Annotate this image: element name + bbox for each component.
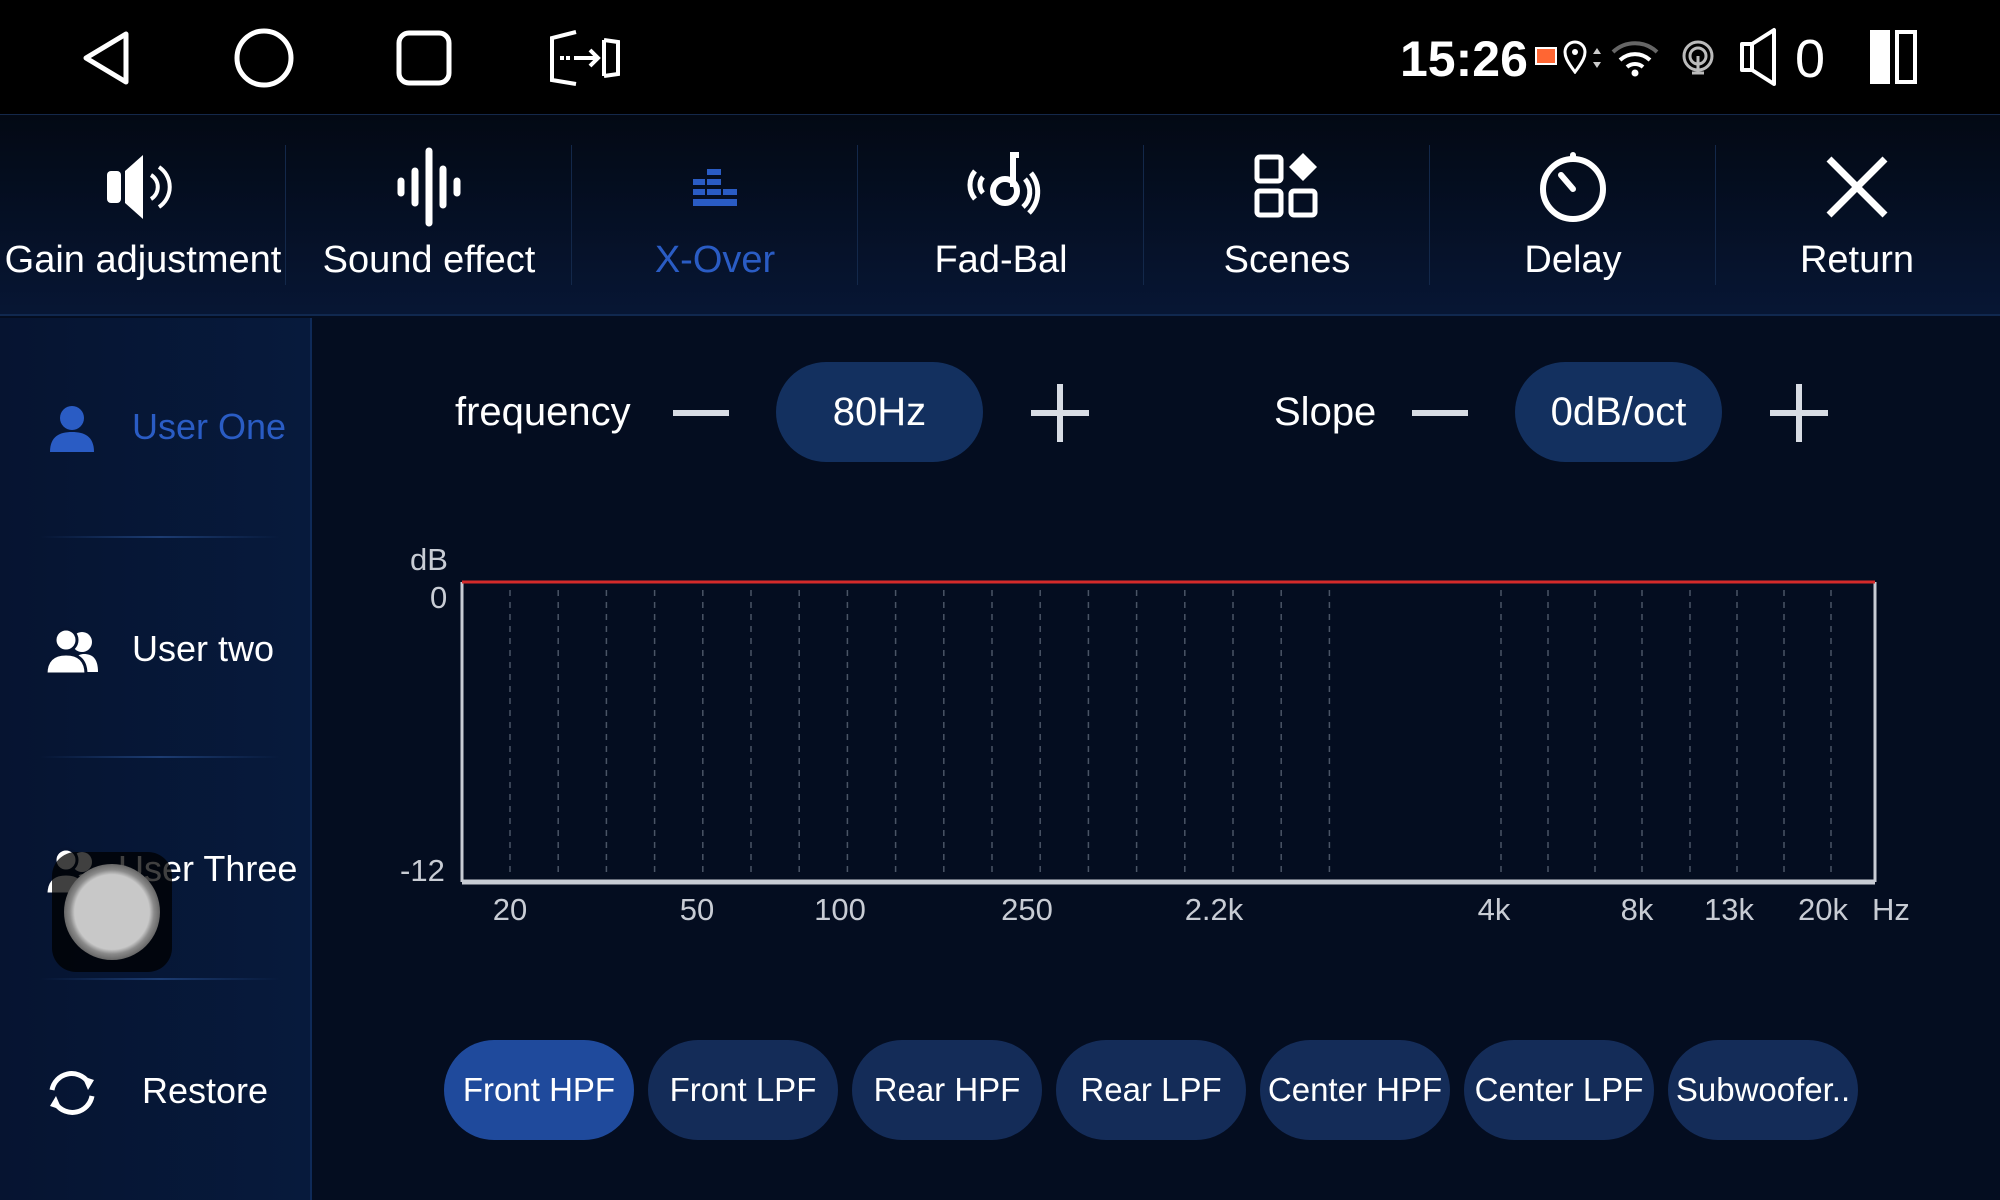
nav-gain-adjustment[interactable]: Gain adjustment bbox=[0, 115, 286, 315]
x-axis-unit: Hz bbox=[1872, 892, 1910, 927]
y-tick-label: -12 bbox=[400, 853, 445, 888]
slope-label: Slope bbox=[1274, 390, 1377, 434]
nav-label: Fad-Bal bbox=[934, 239, 1068, 281]
x-tick-label: 50 bbox=[679, 892, 715, 927]
sidebar-item-label: User One bbox=[132, 406, 287, 447]
frequency-decrease-button[interactable] bbox=[673, 410, 729, 416]
exit-split-icon[interactable] bbox=[546, 28, 624, 88]
frequency-value: 80Hz bbox=[776, 362, 983, 462]
x-tick-label: 250 bbox=[1001, 892, 1053, 927]
waveform-icon bbox=[397, 147, 461, 227]
scenes-grid-icon bbox=[1254, 153, 1318, 218]
filter-button-front-lpf[interactable]: Front LPF bbox=[648, 1040, 838, 1140]
filter-button-center-hpf[interactable]: Center HPF bbox=[1260, 1040, 1450, 1140]
clock: 15:26 bbox=[1400, 31, 1528, 87]
data-arrows-icon bbox=[1593, 48, 1601, 68]
cast-icon bbox=[1535, 47, 1557, 65]
nav-return[interactable]: Return bbox=[1714, 115, 2000, 315]
nav-fad-bal[interactable]: Fad-Bal bbox=[858, 115, 1144, 315]
assistive-touch-button[interactable] bbox=[52, 852, 172, 972]
speaker-volume-icon bbox=[107, 155, 172, 219]
nav-delay[interactable]: Delay bbox=[1430, 115, 1716, 315]
sidebar-item-label: Restore bbox=[142, 1070, 269, 1111]
slope-increase-button[interactable] bbox=[1770, 384, 1828, 442]
filter-button-center-lpf[interactable]: Center LPF bbox=[1464, 1040, 1654, 1140]
filter-button-front-hpf[interactable]: Front HPF bbox=[444, 1040, 634, 1140]
nav-label: Return bbox=[1799, 239, 1915, 281]
frequency-label: frequency bbox=[455, 390, 631, 434]
sidebar-item-user-one[interactable]: User One bbox=[0, 368, 312, 488]
top-nav: Gain adjustment Sound effect X-Over Fad-… bbox=[0, 114, 2000, 316]
y-tick-label: 0 bbox=[430, 580, 448, 615]
nav-label: X-Over bbox=[654, 239, 776, 281]
y-axis-label: dB bbox=[410, 542, 448, 577]
sidebar-item-label: User two bbox=[132, 628, 275, 669]
wifi-icon bbox=[1611, 41, 1659, 77]
users-icon bbox=[44, 627, 98, 676]
speaker-icon[interactable] bbox=[1738, 26, 1780, 88]
nav-scenes[interactable]: Scenes bbox=[1144, 115, 1430, 315]
recents-icon[interactable] bbox=[394, 28, 454, 88]
assistive-touch-icon bbox=[64, 864, 160, 960]
nav-label: Delay bbox=[1524, 239, 1622, 281]
x-tick-label: 20 bbox=[492, 892, 528, 927]
x-tick-label: 8k bbox=[1620, 892, 1654, 927]
x-tick-label: 2.2k bbox=[1184, 892, 1244, 927]
nav-label: Sound effect bbox=[322, 239, 536, 281]
back-icon[interactable] bbox=[76, 28, 136, 88]
sidebar-item-user-two[interactable]: User two bbox=[0, 590, 312, 710]
nav-x-over[interactable]: X-Over bbox=[572, 115, 858, 315]
nav-label: Gain adjustment bbox=[4, 239, 282, 281]
nav-label: Scenes bbox=[1223, 239, 1351, 281]
location-icon bbox=[1563, 40, 1587, 74]
slope-decrease-button[interactable] bbox=[1412, 410, 1468, 416]
fader-balance-icon bbox=[967, 152, 1041, 215]
volume-level: 0 bbox=[1795, 29, 1826, 89]
x-tick-label: 4k bbox=[1477, 892, 1511, 927]
frequency-increase-button[interactable] bbox=[1031, 384, 1089, 442]
close-icon bbox=[1826, 156, 1888, 218]
status-bar: 15:26 0 bbox=[0, 0, 2000, 114]
x-tick-label: 20k bbox=[1798, 892, 1848, 927]
crossover-bars-icon bbox=[693, 169, 737, 206]
x-tick-label: 13k bbox=[1704, 892, 1754, 927]
nav-sound-effect[interactable]: Sound effect bbox=[286, 115, 572, 315]
split-screen-icon[interactable] bbox=[1868, 28, 1918, 86]
home-icon[interactable] bbox=[232, 26, 296, 90]
timer-icon bbox=[1540, 152, 1606, 222]
slope-value: 0dB/oct bbox=[1515, 362, 1722, 462]
filter-button-rear-hpf[interactable]: Rear HPF bbox=[852, 1040, 1042, 1140]
x-tick-label: 100 bbox=[814, 892, 866, 927]
sidebar-item-restore[interactable]: Restore bbox=[0, 1032, 312, 1152]
hotspot-icon bbox=[1682, 40, 1714, 75]
restore-icon bbox=[49, 1071, 95, 1115]
user-icon bbox=[50, 406, 94, 452]
filter-button-rear-lpf[interactable]: Rear LPF bbox=[1056, 1040, 1246, 1140]
filter-button-subwoofer[interactable]: Subwoofer.. bbox=[1668, 1040, 1858, 1140]
